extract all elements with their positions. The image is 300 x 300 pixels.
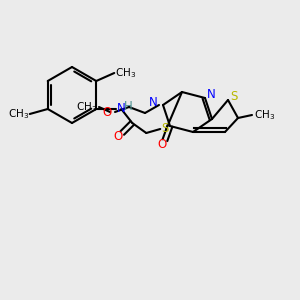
Text: S: S bbox=[230, 89, 237, 103]
Text: S: S bbox=[161, 122, 169, 134]
Text: CH$_3$: CH$_3$ bbox=[76, 100, 97, 114]
Text: H: H bbox=[124, 100, 133, 113]
Text: N: N bbox=[117, 101, 126, 115]
Text: N: N bbox=[207, 88, 216, 101]
Text: CH$_3$: CH$_3$ bbox=[115, 66, 136, 80]
Text: O: O bbox=[114, 130, 123, 142]
Text: N: N bbox=[149, 97, 158, 110]
Text: CH$_3$: CH$_3$ bbox=[254, 108, 275, 122]
Text: O: O bbox=[103, 106, 112, 118]
Text: CH$_3$: CH$_3$ bbox=[8, 107, 29, 121]
Text: O: O bbox=[158, 139, 166, 152]
